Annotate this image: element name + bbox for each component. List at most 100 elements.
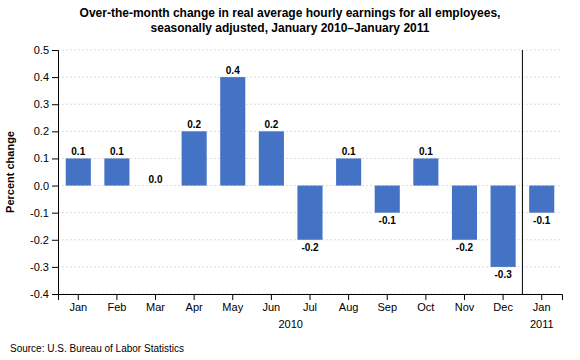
- bar: [491, 186, 516, 267]
- x-tick-mark: [503, 294, 504, 300]
- data-labels: 0.1 0.1 0.0 0.2 0.4 0.2 -0.2 0.1 -0.1 0.1 -0.2 -0.3…: [71, 65, 550, 280]
- y-tick-label: 0.0: [34, 180, 49, 192]
- bar: [220, 77, 245, 185]
- bar: [452, 186, 477, 240]
- x-tick-mark: [194, 294, 195, 300]
- y-tick: -0.2: [30, 234, 58, 246]
- x-tick-label: Jul: [303, 301, 317, 313]
- source: Source: U.S. Bureau of Labor Statistics: [10, 343, 184, 354]
- data-label: 0.1: [71, 146, 85, 157]
- data-label: -0.1: [533, 215, 551, 226]
- x-tick-mark: [310, 294, 311, 300]
- y-tick: 0.5: [34, 44, 58, 56]
- x-tick: Mar: [146, 294, 165, 313]
- x-tick-label: Sep: [377, 301, 397, 313]
- y-tick-label: -0.1: [30, 207, 49, 219]
- y-tick-mark: [52, 267, 58, 268]
- x-tick: Feb: [107, 294, 126, 313]
- x-tick: Jun: [263, 294, 281, 313]
- y-tick-mark: [52, 50, 58, 51]
- x-tick-label: Nov: [455, 301, 475, 313]
- x-tick: Nov: [455, 294, 475, 313]
- y-tick: 0.3: [34, 98, 58, 110]
- y-tick-mark: [52, 77, 58, 78]
- y-axis-title: Percent change: [4, 131, 16, 213]
- y-tick: 0.0: [34, 180, 58, 192]
- data-label: 0.0: [149, 174, 163, 185]
- x-tick-mark: [116, 294, 117, 300]
- x-tick-mark: [464, 294, 465, 300]
- data-label: -0.1: [379, 215, 397, 226]
- y-axis-line: [52, 51, 59, 295]
- bar: [66, 158, 91, 185]
- y-tick-mark: [52, 131, 58, 132]
- x-tick-mark: [232, 294, 233, 300]
- y-tick: 0.2: [34, 125, 58, 137]
- y-tick: -0.4: [30, 288, 58, 300]
- x-tick-label: Dec: [493, 301, 513, 313]
- grid-line: [58, 131, 562, 132]
- x-tick-mark: [78, 294, 79, 300]
- y-tick: -0.1: [30, 207, 58, 219]
- data-label: 0.1: [342, 146, 356, 157]
- x-axis-line: [59, 295, 563, 301]
- bar: [529, 186, 554, 213]
- y-tick-label: 0.1: [34, 152, 49, 164]
- x-tick-label: Jan: [69, 301, 87, 313]
- y-tick-mark: [52, 104, 58, 105]
- data-label: -0.2: [301, 242, 319, 253]
- bar: [182, 131, 207, 185]
- x-tick-label: May: [222, 301, 243, 313]
- data-label: 0.4: [226, 65, 240, 76]
- y-axis: -0.4-0.3-0.2-0.10.00.10.20.30.40.5: [30, 44, 58, 300]
- y-tick-mark: [52, 240, 58, 241]
- y-tick-label: 0.5: [34, 44, 49, 56]
- grid: [58, 50, 562, 294]
- x-tick-label: Oct: [417, 301, 434, 313]
- grid-line: [58, 158, 562, 159]
- x-tick-mark: [348, 294, 349, 300]
- y-tick: -0.3: [30, 261, 58, 273]
- x-tick-label: Jan: [533, 301, 551, 313]
- x-tick: Apr: [186, 294, 203, 313]
- y-tick-label: -0.2: [30, 234, 49, 246]
- x-tick-mark: [541, 294, 542, 300]
- plot-area: Jan Feb Mar Apr May Jun Jul Aug Sep Oct Nov Dec Jan -…: [4, 44, 563, 330]
- data-label: 0.1: [110, 146, 124, 157]
- year-separator: [522, 50, 523, 294]
- x-tick: Oct: [417, 294, 434, 313]
- y-tick-label: 0.2: [34, 125, 49, 137]
- bars: [66, 77, 555, 267]
- data-label: 0.1: [419, 146, 433, 157]
- y-tick-label: -0.4: [30, 288, 49, 300]
- x-tick-label: Feb: [107, 301, 126, 313]
- x-tick-label: Jun: [263, 301, 281, 313]
- subtitle: seasonally adjusted, January 2010–Januar…: [151, 21, 430, 35]
- data-label: 0.2: [264, 119, 278, 130]
- x-axis: Jan Feb Mar Apr May Jun Jul Aug Sep Oct Nov Dec Jan: [59, 294, 563, 313]
- bar: [375, 186, 400, 213]
- y-tick-label: 0.3: [34, 98, 49, 110]
- x-tick: Jan: [69, 294, 87, 313]
- x-tick: May: [222, 294, 243, 313]
- x-tick: Aug: [339, 294, 359, 313]
- x-tick-label: Mar: [146, 301, 165, 313]
- y-tick-label: -0.3: [30, 261, 49, 273]
- x-tick-mark: [425, 294, 426, 300]
- data-label: -0.3: [494, 269, 512, 280]
- bar: [297, 186, 322, 240]
- data-label: -0.2: [456, 242, 474, 253]
- x-tick-mark: [271, 294, 272, 300]
- grid-line: [58, 50, 562, 51]
- year-label: 2011: [530, 318, 554, 330]
- x-tick-label: Aug: [339, 301, 359, 313]
- bar: [259, 131, 284, 185]
- x-tick-mark: [387, 294, 388, 300]
- x-tick: Jul: [303, 294, 317, 313]
- x-tick-label: Apr: [186, 301, 203, 313]
- data-label: 0.2: [187, 119, 201, 130]
- y-tick-mark: [52, 213, 58, 214]
- y-tick-mark: [52, 158, 58, 159]
- grid-line: [58, 266, 562, 267]
- grid-line: [58, 104, 562, 105]
